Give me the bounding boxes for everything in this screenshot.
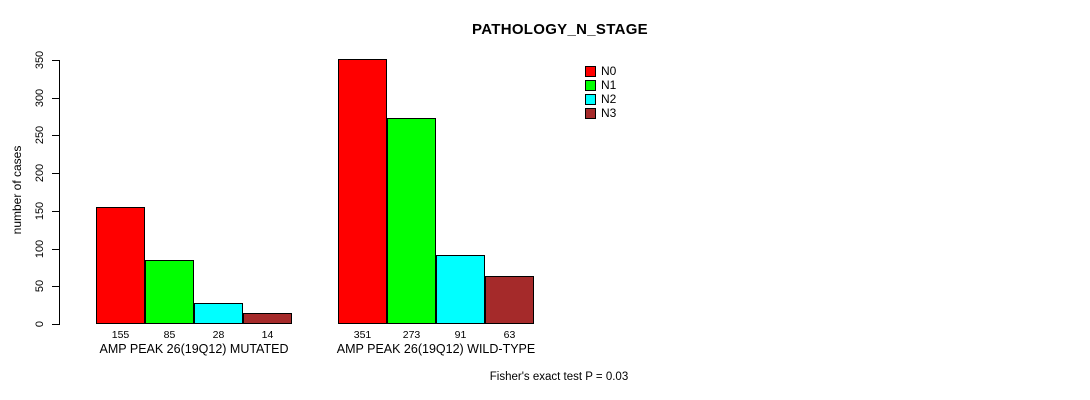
bar-value-label: 273 <box>402 329 421 341</box>
bar-n2 <box>436 255 485 324</box>
annotation-text: Fisher's exact test P = 0.03 <box>489 371 629 383</box>
legend-label: N0 <box>601 64 617 78</box>
y-axis-tick <box>52 249 59 250</box>
legend-item-n2: N2 <box>585 92 616 106</box>
legend-swatch-icon <box>585 93 596 105</box>
bar-value-label: 351 <box>353 329 372 341</box>
y-axis-tick-label: 300 <box>34 88 46 108</box>
y-axis-tick <box>52 135 59 136</box>
y-axis-tick <box>52 173 59 174</box>
bar-value-label: 155 <box>111 329 130 341</box>
bar-value-label: 85 <box>163 329 176 341</box>
bar-n3 <box>243 313 292 324</box>
legend-swatch-icon <box>585 107 596 119</box>
bar-n3 <box>485 276 534 324</box>
y-axis-tick-label: 250 <box>34 125 46 145</box>
legend-item-n3: N3 <box>585 106 616 120</box>
y-axis-tick-label: 50 <box>34 279 46 293</box>
bar-n0 <box>338 59 387 324</box>
y-axis-tick-label: 150 <box>34 201 46 221</box>
bar-n2 <box>194 303 243 324</box>
y-axis-tick-label: 0 <box>34 320 46 328</box>
bar-n1 <box>145 260 194 324</box>
y-axis-tick <box>52 60 59 61</box>
legend: N0 N1 N2 N3 <box>585 64 616 120</box>
chart-title: PATHOLOGY_N_STAGE <box>472 21 648 38</box>
y-axis-tick-label: 200 <box>34 163 46 183</box>
legend-item-n1: N1 <box>585 78 616 92</box>
legend-swatch-icon <box>585 65 596 77</box>
legend-label: N3 <box>601 106 617 120</box>
bar-n1 <box>387 118 436 324</box>
legend-label: N1 <box>601 78 617 92</box>
category-label: AMP PEAK 26(19Q12) WILD-TYPE <box>336 342 536 356</box>
legend-swatch-icon <box>585 79 596 91</box>
y-axis-tick <box>52 324 59 325</box>
bar-value-label: 28 <box>212 329 225 341</box>
legend-item-n0: N0 <box>585 64 616 78</box>
y-axis-tick-label: 100 <box>34 239 46 259</box>
legend-label: N2 <box>601 92 617 106</box>
bar-value-label: 63 <box>503 329 516 341</box>
bar-n0 <box>96 207 145 324</box>
y-axis-label: number of cases <box>10 145 24 235</box>
y-axis-tick-label: 350 <box>34 50 46 70</box>
y-axis-line <box>59 60 60 325</box>
bar-value-label: 91 <box>454 329 467 341</box>
category-label: AMP PEAK 26(19Q12) MUTATED <box>99 342 289 356</box>
y-axis-tick <box>52 98 59 99</box>
bar-value-label: 14 <box>261 329 274 341</box>
y-axis-tick <box>52 286 59 287</box>
y-axis-tick <box>52 211 59 212</box>
